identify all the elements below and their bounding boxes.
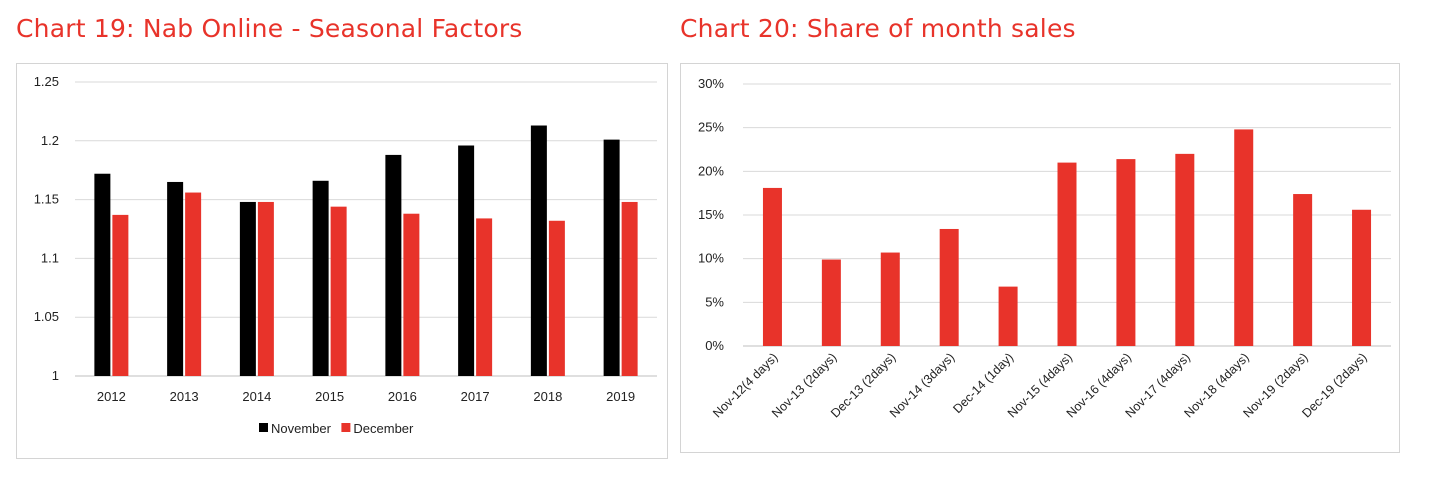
share-bar: [1057, 162, 1077, 346]
y-tick-label: 1.2: [41, 133, 59, 148]
y-tick-label: 1.25: [34, 74, 59, 89]
chart-20-frame: 0% 5% 10% 15% 20% 25% 30% Nov-12(4 days) Nov-13 …: [680, 63, 1400, 453]
x-tick-label: 2016: [388, 389, 417, 404]
y-tick-label: 15%: [698, 207, 724, 222]
chart-19-title: Chart 19: Nab Online - Seasonal Factors: [16, 14, 523, 43]
y-tick-label: 1.05: [34, 309, 59, 324]
share-bar: [821, 259, 841, 346]
december-bar: [112, 214, 129, 376]
share-bar: [998, 286, 1018, 346]
y-tick-label: 1: [52, 368, 59, 383]
november-bar: [239, 201, 256, 376]
x-tick-label: 2019: [606, 389, 635, 404]
november-bar: [94, 173, 111, 376]
x-tick-label: 2013: [170, 389, 199, 404]
november-bar: [603, 139, 620, 376]
december-bar: [185, 192, 202, 376]
share-bar: [880, 252, 900, 346]
december-bar: [330, 206, 347, 376]
december-bar: [621, 201, 638, 376]
share-bar: [1293, 194, 1313, 346]
y-tick-label: 0%: [705, 338, 724, 353]
chart-20-plot: 0%5%10%15%20%25%30%Nov-12(4 days)Nov-13 …: [698, 76, 1391, 421]
december-bar: [476, 218, 493, 376]
december-bar: [548, 220, 565, 376]
legend-label: November: [271, 421, 332, 436]
x-tick-label: Dec-14 (1day): [950, 350, 1016, 416]
y-tick-label: 5%: [705, 294, 724, 309]
y-tick-label: 10%: [698, 251, 724, 266]
x-tick-label: 2014: [242, 389, 271, 404]
y-tick-label: 1.15: [34, 192, 59, 207]
share-bar: [1116, 159, 1136, 346]
x-tick-label: 2012: [97, 389, 126, 404]
chart-19-frame: 1 1.05 1.1 1.15 1.2 1.25 2012 2013 2014 2015 2016 2…: [16, 63, 668, 459]
chart-19-plot: 1 1.05 1.1 1.15 1.2 1.25 2012 2013 2014 2015 2016 2…: [34, 74, 657, 436]
x-tick-label: 2017: [461, 389, 490, 404]
chart-20-title: Chart 20: Share of month sales: [680, 14, 1076, 43]
december-bar: [257, 201, 274, 376]
november-bar: [385, 154, 402, 376]
x-tick-label: 2015: [315, 389, 344, 404]
y-tick-label: 20%: [698, 163, 724, 178]
legend-label: December: [353, 421, 414, 436]
y-tick-label: 30%: [698, 76, 724, 91]
november-bar: [167, 181, 184, 376]
november-bar: [530, 125, 547, 377]
legend-swatch: [259, 423, 268, 432]
november-bar: [458, 145, 475, 376]
share-bar: [1175, 153, 1195, 346]
legend-swatch: [341, 423, 351, 432]
share-bar: [939, 228, 959, 346]
share-bar: [1234, 129, 1254, 346]
x-tick-label: 2018: [533, 389, 562, 404]
share-bar: [1352, 209, 1372, 346]
y-tick-label: 25%: [698, 120, 724, 135]
november-bar: [312, 180, 329, 376]
december-bar: [403, 213, 420, 376]
y-tick-label: 1.1: [41, 250, 59, 265]
share-bar: [762, 187, 782, 346]
